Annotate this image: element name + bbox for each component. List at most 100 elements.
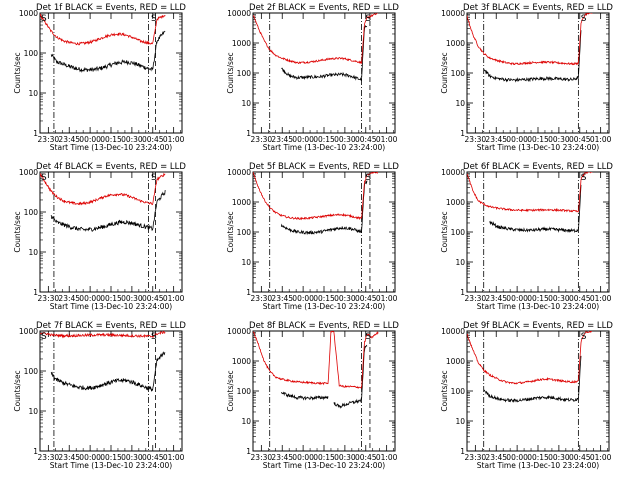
x-tick-label: 00:45 (569, 453, 591, 462)
plot-frame (39, 12, 183, 134)
x-tick-label: 00:00 (292, 135, 314, 144)
x-tick-label: 00:45 (142, 135, 164, 144)
x-tick-label: 01:00 (376, 294, 398, 303)
y-tick-label: 1 (460, 288, 465, 297)
lld-series-line (253, 331, 379, 389)
x-tick-label: 00:45 (355, 453, 377, 462)
x-axis-label: Start Time (13-Dec-10 23:24:00) (50, 461, 172, 470)
x-axis-label: Start Time (13-Dec-10 23:24:00) (477, 302, 599, 311)
y-tick-label: 100 (451, 69, 466, 78)
x-tick-label: 23:45 (485, 453, 507, 462)
events-series-line (489, 184, 582, 233)
y-tick-label: 10 (241, 258, 251, 267)
y-tick-label: 10000 (227, 327, 251, 336)
chart-title: Det 1f BLACK = Events, RED = LLD (36, 3, 186, 13)
x-axis-label: Start Time (13-Dec-10 23:24:00) (50, 143, 172, 152)
lld-series-line (467, 172, 593, 213)
x-tick-label: 01:00 (590, 135, 612, 144)
x-tick-label: 23:30 (38, 294, 60, 303)
s-marker: S (365, 14, 371, 24)
lld-series-line (467, 331, 593, 385)
x-tick-label: 00:45 (355, 135, 377, 144)
y-tick-label: 1 (33, 129, 38, 138)
lld-series-line (253, 172, 379, 221)
chart-title: Det 9f BLACK = Events, RED = LLD (463, 321, 613, 331)
s-marker: S (41, 332, 47, 342)
y-tick-label: 1000 (446, 39, 465, 48)
x-tick-label: 01:00 (376, 453, 398, 462)
y-axis-label: Counts/sec (13, 370, 22, 411)
x-tick-label: 00:30 (334, 453, 356, 462)
y-tick-label: 1000 (232, 357, 251, 366)
x-tick-label: 01:00 (376, 135, 398, 144)
x-axis-label: Start Time (13-Dec-10 23:24:00) (263, 461, 385, 470)
events-series-line (50, 190, 166, 232)
y-axis-label: Counts/sec (13, 52, 22, 93)
y-tick-label: 1000 (446, 198, 465, 207)
x-tick-label: 23:45 (485, 294, 507, 303)
y-tick-label: 1000 (446, 357, 465, 366)
y-axis-label: Counts/sec (440, 370, 449, 411)
y-tick-label: 1 (460, 129, 465, 138)
x-tick-label: 00:15 (313, 453, 335, 462)
s-marker: S (151, 332, 157, 342)
x-tick-label: 00:15 (527, 135, 549, 144)
y-tick-label: 100 (237, 387, 252, 396)
x-tick-label: 00:45 (355, 294, 377, 303)
y-tick-label: 100 (24, 367, 39, 376)
x-tick-label: 00:00 (292, 294, 314, 303)
chart-panel-5: Det 5f BLACK = Events, RED = LLD 1 10 100 10… (226, 162, 399, 311)
x-tick-label: 23:30 (251, 294, 273, 303)
x-tick-label: 00:15 (313, 135, 335, 144)
x-tick-label: 00:30 (121, 294, 143, 303)
y-tick-label: 1 (33, 288, 38, 297)
x-tick-label: 23:30 (465, 453, 487, 462)
x-tick-label: 23:30 (465, 294, 487, 303)
x-tick-label: 23:45 (58, 294, 80, 303)
y-tick-label: 10000 (441, 327, 465, 336)
x-tick-label: 23:45 (58, 453, 80, 462)
s-marker: S (41, 173, 47, 183)
lld-series-line (40, 172, 166, 206)
x-tick-label: 00:15 (527, 453, 549, 462)
y-tick-label: 1 (246, 447, 251, 456)
y-tick-label: 1 (246, 288, 251, 297)
x-tick-label: 01:00 (163, 135, 185, 144)
chart-panel-4: Det 4f BLACK = Events, RED = LLD 1 10 100 10… (13, 162, 186, 311)
y-axis-label: Counts/sec (440, 52, 449, 93)
x-axis-label: Start Time (13-Dec-10 23:24:00) (477, 461, 599, 470)
y-tick-label: 100 (237, 228, 252, 237)
x-tick-label: 23:30 (38, 135, 60, 144)
y-tick-label: 10 (241, 99, 251, 108)
x-axis-label: Start Time (13-Dec-10 23:24:00) (50, 302, 172, 311)
lld-series-line (40, 13, 166, 46)
events-series-line (483, 30, 582, 83)
chart-title: Det 2f BLACK = Events, RED = LLD (249, 3, 399, 13)
x-tick-label: 00:45 (569, 294, 591, 303)
events-series-line (280, 180, 368, 236)
x-tick-label: 00:45 (142, 453, 164, 462)
chart-panel-3: Det 3f BLACK = Events, RED = LLD 1 10 100 10… (440, 3, 613, 152)
chart-title: Det 7f BLACK = Events, RED = LLD (36, 321, 186, 331)
x-tick-label: 00:00 (79, 294, 101, 303)
s-marker: S (365, 332, 371, 342)
y-tick-label: 1000 (232, 198, 251, 207)
chart-panel-1: Det 1f BLACK = Events, RED = LLD 1 10 100 10… (13, 3, 186, 152)
y-tick-label: 10000 (227, 9, 251, 18)
x-tick-label: 23:45 (271, 294, 293, 303)
y-tick-label: 1000 (19, 9, 38, 18)
chart-title: Det 4f BLACK = Events, RED = LLD (36, 162, 186, 172)
x-tick-label: 00:00 (506, 135, 528, 144)
s-marker: S (581, 14, 587, 24)
y-tick-label: 1 (33, 447, 38, 456)
y-tick-label: 10 (455, 417, 465, 426)
plot-frame (252, 171, 396, 293)
y-tick-label: 100 (237, 69, 252, 78)
s-marker: S (581, 173, 587, 183)
events-series-line (280, 344, 368, 409)
y-tick-label: 1 (460, 447, 465, 456)
chart-panel-9: Det 9f BLACK = Events, RED = LLD 1 10 100 10… (440, 321, 613, 470)
s-marker: S (151, 14, 157, 24)
x-tick-label: 00:45 (142, 294, 164, 303)
